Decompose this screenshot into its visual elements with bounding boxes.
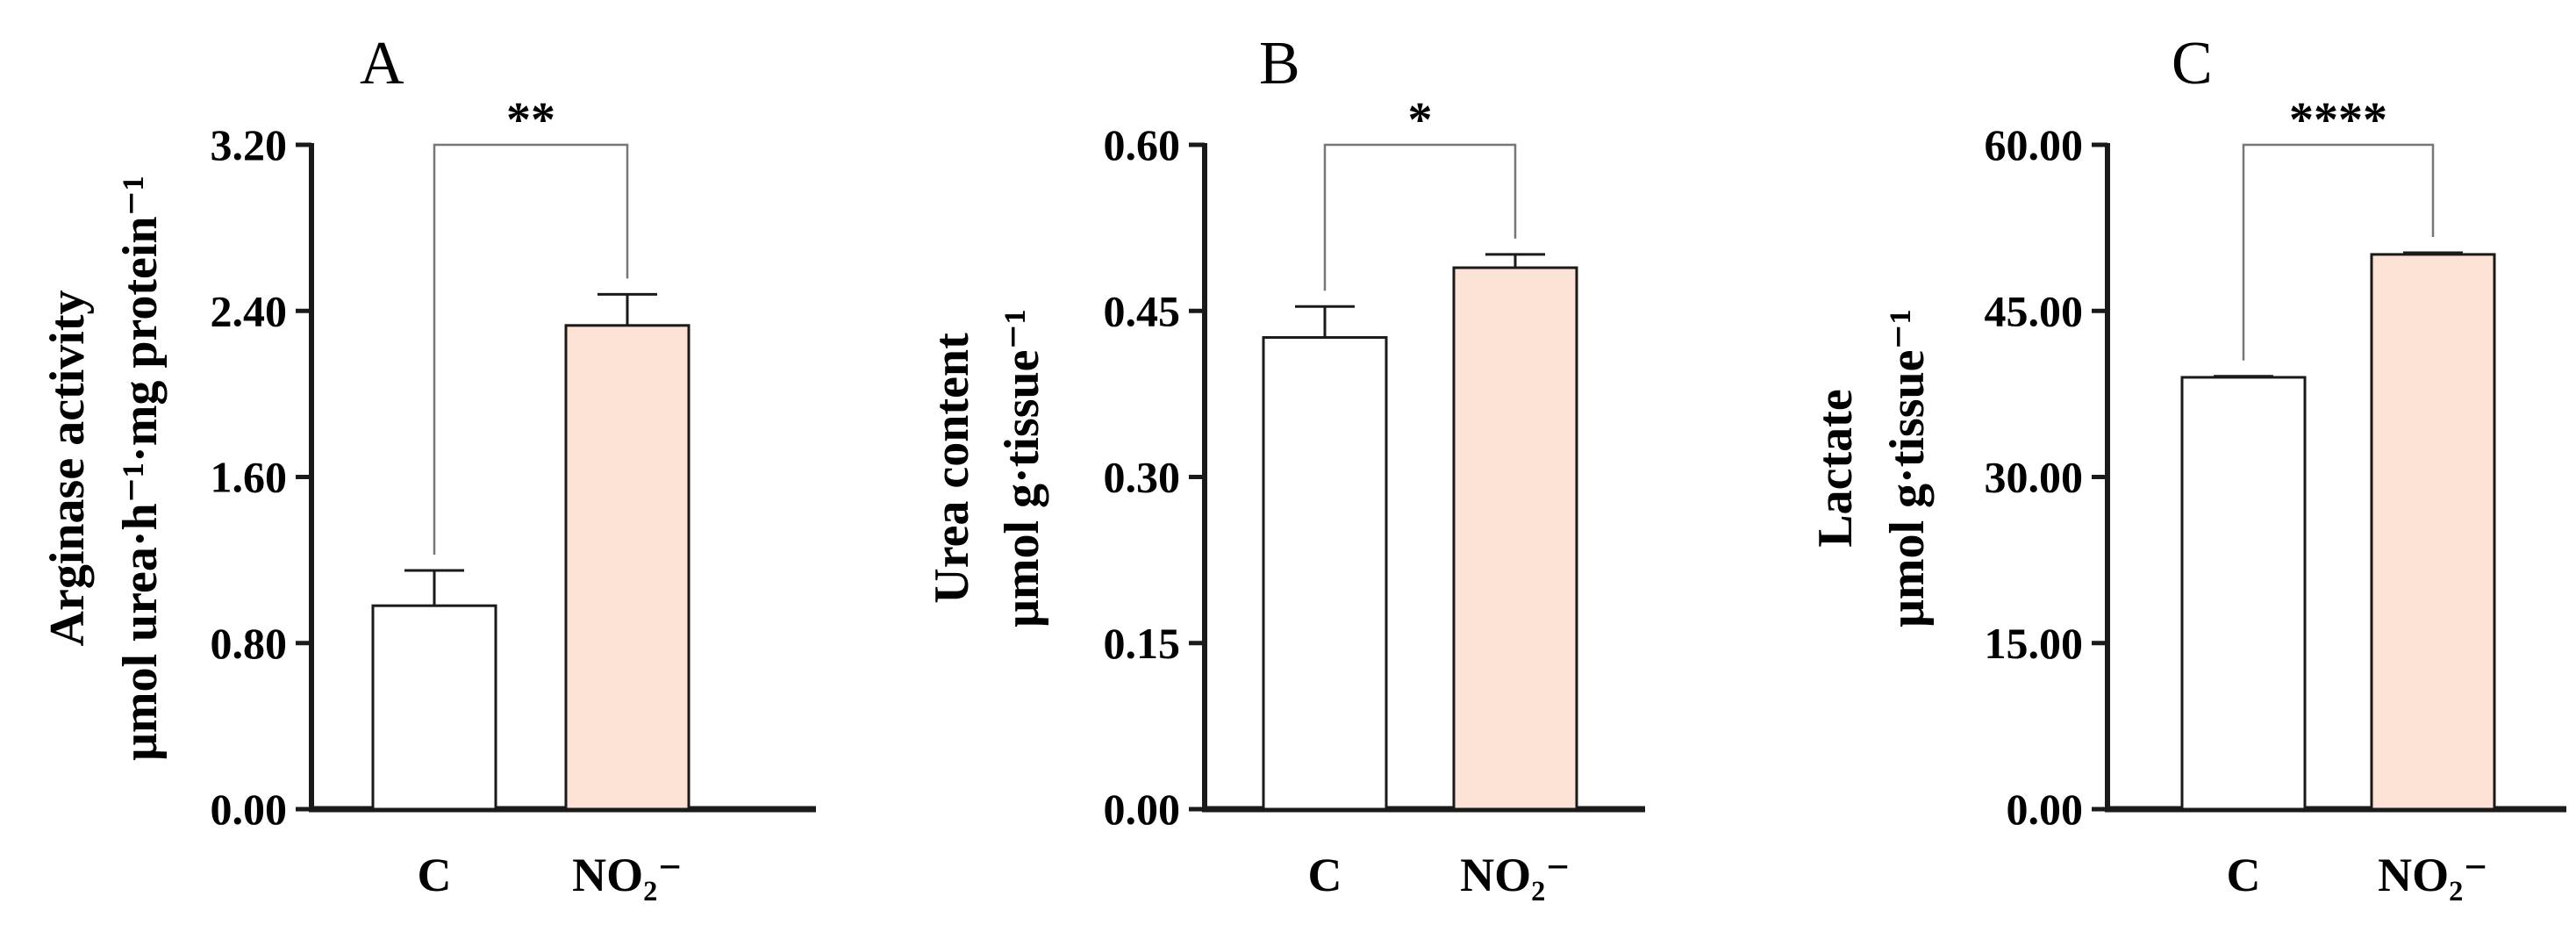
bar bbox=[371, 604, 497, 811]
panel-b: B 0.00 0.15 0.30 0.45 0.60 Urea content μmol g·… bbox=[925, 30, 1645, 901]
y-axis-label-line2: μmol urea·h⁻¹·mg protein⁻¹ bbox=[113, 176, 168, 761]
y-tick-label: 60.00 bbox=[1985, 120, 2084, 169]
y-axis-label-line1: Arginase activity bbox=[40, 290, 95, 647]
panel-c: C 0.00 15.00 30.00 45.00 60.00 Lactate μmol g·t… bbox=[1808, 30, 2566, 901]
y-tick-label: 0.45 bbox=[1104, 286, 1181, 335]
y-tick-label: 0.30 bbox=[1104, 453, 1181, 502]
y-tick-label: 30.00 bbox=[1985, 453, 2084, 502]
significance-bracket bbox=[433, 143, 629, 555]
category-label: C bbox=[1308, 849, 1342, 901]
y-tick-label: 0.60 bbox=[1104, 120, 1181, 169]
category-label: C bbox=[2227, 849, 2261, 901]
significance-label: ** bbox=[506, 93, 555, 147]
category-label: NO₂⁻ bbox=[2378, 849, 2488, 901]
panel-letter: A bbox=[360, 30, 404, 97]
significance-bracket bbox=[1323, 143, 1517, 291]
y-tick-label: 0.15 bbox=[1104, 619, 1181, 668]
category-label: C bbox=[418, 849, 452, 901]
y-tick-label: 0.00 bbox=[1104, 785, 1181, 834]
category-label: NO₂⁻ bbox=[1460, 849, 1571, 901]
bar bbox=[564, 324, 691, 811]
panel-letter: C bbox=[2172, 30, 2213, 97]
y-tick-label: 0.80 bbox=[211, 619, 288, 668]
y-axis-label-line1: Lactate bbox=[1808, 389, 1863, 547]
category-label: NO₂⁻ bbox=[572, 849, 683, 901]
significance-label: * bbox=[1408, 93, 1433, 147]
y-tick-label: 1.60 bbox=[211, 453, 288, 502]
y-axis-label-line1: Urea content bbox=[925, 333, 979, 604]
bar bbox=[2180, 376, 2307, 811]
y-tick-label: 0.00 bbox=[2007, 785, 2084, 834]
bar bbox=[1262, 336, 1388, 811]
panel-a: A 0.00 0.80 1.60 2.40 3.20 Arginase activity μm… bbox=[40, 30, 816, 901]
y-tick-label: 2.40 bbox=[211, 286, 288, 335]
y-tick-label: 0.00 bbox=[211, 785, 288, 834]
panel-letter: B bbox=[1259, 30, 1300, 97]
significance-bracket bbox=[2242, 143, 2435, 361]
y-axis-label-line2: μmol g·tissue⁻¹ bbox=[1880, 309, 1935, 627]
y-tick-label: 45.00 bbox=[1985, 286, 2084, 335]
y-tick-label: 15.00 bbox=[1985, 619, 2084, 668]
bar bbox=[2370, 253, 2496, 811]
y-axis-label-line2: μmol g·tissue⁻¹ bbox=[995, 309, 1049, 627]
bar bbox=[1452, 266, 1578, 811]
y-tick-label: 3.20 bbox=[211, 120, 288, 169]
significance-label: **** bbox=[2289, 93, 2387, 147]
